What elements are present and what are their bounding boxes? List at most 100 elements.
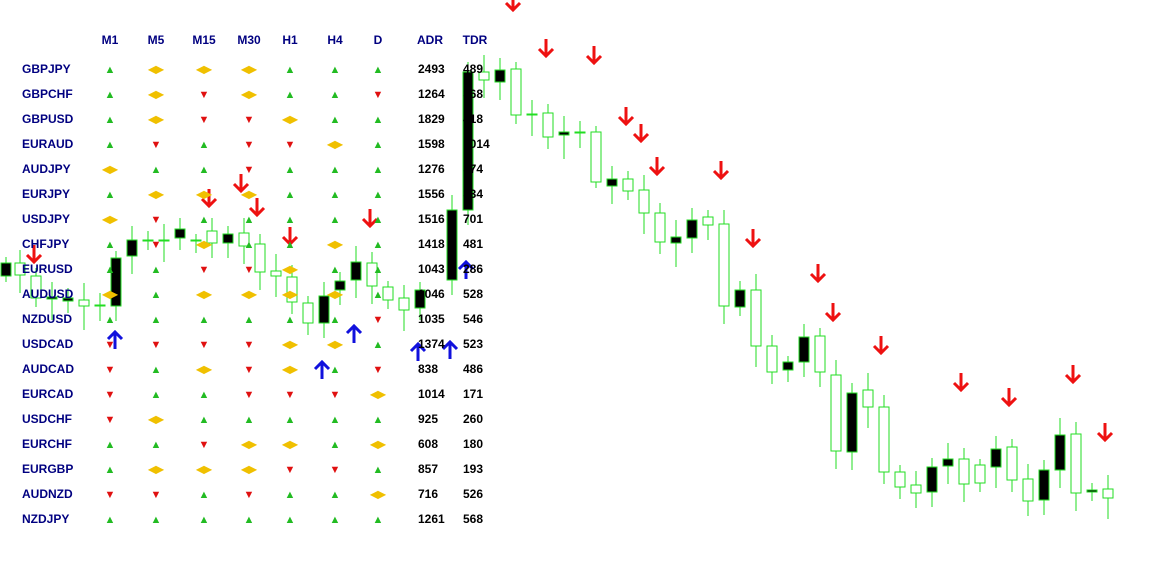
signal: ▼ [105, 389, 116, 401]
symbol-name: EURUSD [22, 262, 73, 276]
signal: ▲ [199, 139, 210, 151]
candle-body [494, 69, 506, 83]
tdr-value: 286 [463, 262, 483, 276]
signal: ◀▶ [195, 365, 213, 376]
candle-body [830, 374, 842, 452]
candle-body [158, 239, 170, 242]
candle-body [1054, 434, 1066, 471]
tdr-value: 489 [463, 62, 483, 76]
candle-body [654, 212, 666, 243]
symbol-name: GBPJPY [22, 62, 71, 76]
adr-value: 857 [418, 462, 438, 476]
signal: ▲ [285, 189, 296, 201]
sell-arrow [809, 264, 827, 284]
signal: ▼ [199, 264, 210, 276]
signal: ▲ [330, 314, 341, 326]
signal: ▲ [199, 389, 210, 401]
signal: ◀▶ [195, 465, 213, 476]
signal: ▲ [373, 189, 384, 201]
tdr-value: 481 [463, 237, 483, 251]
candle-body [670, 236, 682, 244]
candle-body [846, 392, 858, 453]
column-header: H4 [327, 33, 343, 47]
candle-body [1038, 469, 1050, 501]
candle-body [1070, 433, 1082, 494]
signal: ▲ [151, 289, 162, 301]
signal: ▲ [330, 489, 341, 501]
candle-body [574, 131, 586, 134]
signal: ◀▶ [240, 190, 258, 201]
signal: ▼ [151, 139, 162, 151]
adr-value: 1374 [418, 337, 445, 351]
signal: ▼ [330, 389, 341, 401]
sell-arrow [648, 157, 666, 177]
signal: ▲ [373, 64, 384, 76]
candle-body [622, 178, 634, 192]
candle-body [30, 275, 42, 299]
signal: ▲ [199, 164, 210, 176]
signal: ◀▶ [147, 190, 165, 201]
candle-body [734, 289, 746, 308]
sell-arrow [1064, 365, 1082, 385]
sell-arrow [1000, 388, 1018, 408]
signal: ▲ [105, 114, 116, 126]
sell-arrow [712, 161, 730, 181]
signal: ◀▶ [240, 90, 258, 101]
signal: ▼ [244, 339, 255, 351]
signal: ▲ [285, 489, 296, 501]
signal: ▲ [330, 89, 341, 101]
candle-body [318, 295, 330, 324]
candle-body [1006, 446, 1018, 481]
sell-arrow [200, 189, 218, 209]
column-header: D [374, 33, 383, 47]
symbol-name: USDJPY [22, 212, 70, 226]
tdr-value: 528 [463, 287, 483, 301]
signal: ▲ [105, 189, 116, 201]
signal: ▲ [105, 264, 116, 276]
signal: ▼ [244, 364, 255, 376]
signal: ▼ [373, 314, 384, 326]
adr-value: 1035 [418, 312, 445, 326]
symbol-name: EURGBP [22, 462, 73, 476]
signal: ▲ [244, 314, 255, 326]
signal: ▲ [285, 164, 296, 176]
candle-body [14, 262, 26, 276]
candle-body [798, 336, 810, 363]
candle-body [878, 406, 890, 473]
tdr-value: 546 [463, 312, 483, 326]
adr-value: 925 [418, 412, 438, 426]
adr-value: 2493 [418, 62, 445, 76]
signal: ▲ [373, 414, 384, 426]
signal: ◀▶ [101, 165, 119, 176]
signal: ▲ [373, 264, 384, 276]
signal: ▲ [285, 239, 296, 251]
tdr-value: 568 [463, 512, 483, 526]
adr-value: 716 [418, 487, 438, 501]
candle-body [206, 230, 218, 244]
candle-body [862, 389, 874, 408]
signal: ▲ [373, 514, 384, 526]
signal: ◀▶ [240, 290, 258, 301]
signal: ▼ [151, 239, 162, 251]
signal: ▲ [151, 314, 162, 326]
buy-arrow [345, 323, 363, 343]
signal: ◀▶ [281, 265, 299, 276]
signal: ▲ [330, 439, 341, 451]
column-header: ADR [417, 33, 443, 47]
candle-body [62, 297, 74, 302]
signal: ▼ [330, 464, 341, 476]
sell-arrow [952, 373, 970, 393]
signal: ▲ [373, 464, 384, 476]
signal: ▲ [105, 439, 116, 451]
signal: ▲ [373, 139, 384, 151]
candle-body [334, 280, 346, 291]
signal: ▲ [373, 339, 384, 351]
sell-arrow [281, 227, 299, 247]
symbol-name: EURJPY [22, 187, 70, 201]
candle-body [590, 131, 602, 183]
sell-arrow [585, 46, 603, 66]
signal: ▼ [151, 214, 162, 226]
signal: ▲ [105, 89, 116, 101]
adr-value: 1264 [418, 87, 445, 101]
signal: ▲ [199, 489, 210, 501]
